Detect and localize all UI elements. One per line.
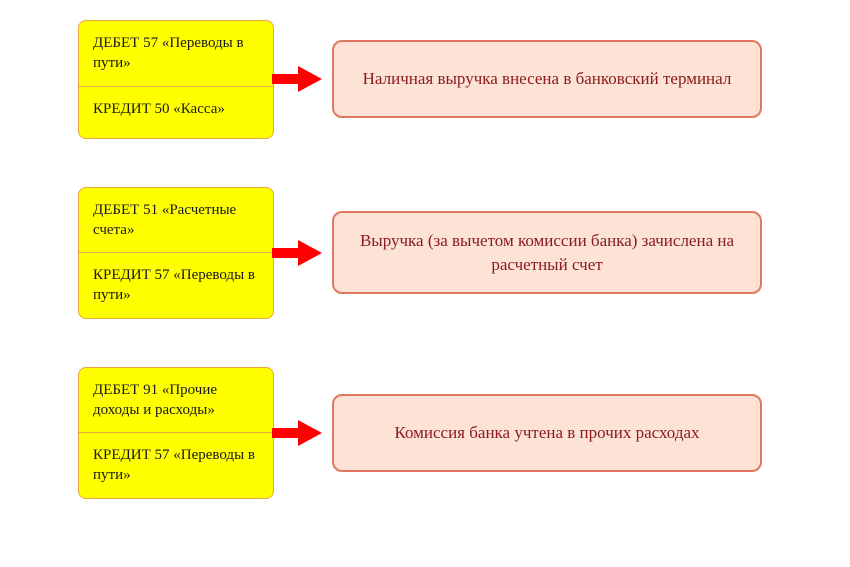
description-box: Выручка (за вычетом комиссии банка) зачи… [332, 211, 762, 295]
credit-box: КРЕДИТ 50 «Касса» [78, 87, 274, 139]
description-text: Наличная выручка внесена в банковский те… [363, 67, 732, 91]
debit-label: ДЕБЕТ 51 «Расчетные счета» [93, 200, 259, 241]
description-box: Комиссия банка учтена в прочих расходах [332, 394, 762, 472]
account-pair: ДЕБЕТ 57 «Переводы в пути» КРЕДИТ 50 «Ка… [78, 20, 274, 139]
credit-box: КРЕДИТ 57 «Переводы в пути» [78, 433, 274, 499]
entry-row: ДЕБЕТ 91 «Прочие доходы и расходы» КРЕДИ… [0, 367, 850, 499]
debit-label: ДЕБЕТ 57 «Переводы в пути» [93, 33, 259, 74]
arrow-icon [270, 418, 326, 448]
arrow-icon [270, 238, 326, 268]
account-pair: ДЕБЕТ 51 «Расчетные счета» КРЕДИТ 57 «Пе… [78, 187, 274, 319]
description-box: Наличная выручка внесена в банковский те… [332, 40, 762, 118]
entry-row: ДЕБЕТ 51 «Расчетные счета» КРЕДИТ 57 «Пе… [0, 187, 850, 319]
arrow-icon [270, 64, 326, 94]
credit-label: КРЕДИТ 57 «Переводы в пути» [93, 265, 259, 306]
credit-box: КРЕДИТ 57 «Переводы в пути» [78, 253, 274, 319]
debit-label: ДЕБЕТ 91 «Прочие доходы и расходы» [93, 380, 259, 421]
credit-label: КРЕДИТ 57 «Переводы в пути» [93, 445, 259, 486]
description-text: Выручка (за вычетом комиссии банка) зачи… [354, 229, 740, 277]
account-pair: ДЕБЕТ 91 «Прочие доходы и расходы» КРЕДИ… [78, 367, 274, 499]
debit-box: ДЕБЕТ 51 «Расчетные счета» [78, 187, 274, 254]
entry-row: ДЕБЕТ 57 «Переводы в пути» КРЕДИТ 50 «Ка… [0, 20, 850, 139]
credit-label: КРЕДИТ 50 «Касса» [93, 99, 225, 119]
description-text: Комиссия банка учтена в прочих расходах [394, 421, 699, 445]
debit-box: ДЕБЕТ 57 «Переводы в пути» [78, 20, 274, 87]
debit-box: ДЕБЕТ 91 «Прочие доходы и расходы» [78, 367, 274, 434]
